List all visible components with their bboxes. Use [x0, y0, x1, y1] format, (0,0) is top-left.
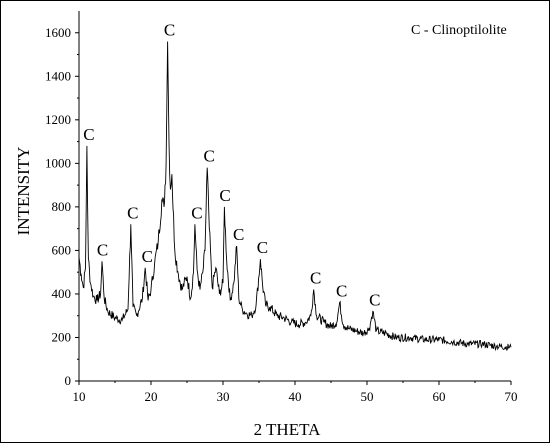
y-tick-label: 1400 [45, 68, 71, 83]
peak-label: C [83, 125, 94, 144]
peak-label: C [164, 20, 175, 39]
y-tick-label: 1200 [45, 112, 71, 127]
y-tick-label: 800 [52, 199, 72, 214]
x-tick-label: 30 [217, 389, 230, 404]
peak-label: C [310, 269, 321, 288]
diffraction-line [78, 41, 512, 352]
peak-label: C [336, 282, 347, 301]
peak-label: C [127, 203, 138, 222]
y-tick-label: 200 [52, 329, 72, 344]
x-tick-label: 20 [145, 389, 158, 404]
axis-ticks: 10 20 30 40 50 60 70 0 200 400 600 800 1000 1200 1400 1… [45, 25, 518, 404]
y-tick-label: 1600 [45, 25, 71, 40]
peak-label: C [97, 240, 108, 259]
x-tick-label: 60 [433, 389, 446, 404]
peak-label: C [369, 290, 380, 309]
y-tick-label: 600 [52, 242, 72, 257]
y-axis-label: INTENSITY [14, 147, 33, 236]
peak-label: C [191, 203, 202, 222]
peak-label: C [203, 147, 214, 166]
plot-area [78, 41, 512, 352]
peak-label: C [257, 238, 268, 257]
x-tick-label: 10 [73, 389, 86, 404]
y-tick-label: 1000 [45, 155, 71, 170]
x-tick-label: 40 [289, 389, 302, 404]
peak-label: C [233, 225, 244, 244]
peak-label: C [219, 186, 230, 205]
y-tick-label: 0 [65, 373, 72, 388]
peak-label: C [142, 247, 153, 266]
legend-text: C - Clinoptilolite [411, 23, 507, 38]
y-tick-label: 400 [52, 286, 72, 301]
x-axis-label: 2 THETA [254, 420, 322, 439]
x-tick-label: 70 [505, 389, 518, 404]
x-tick-label: 50 [361, 389, 374, 404]
